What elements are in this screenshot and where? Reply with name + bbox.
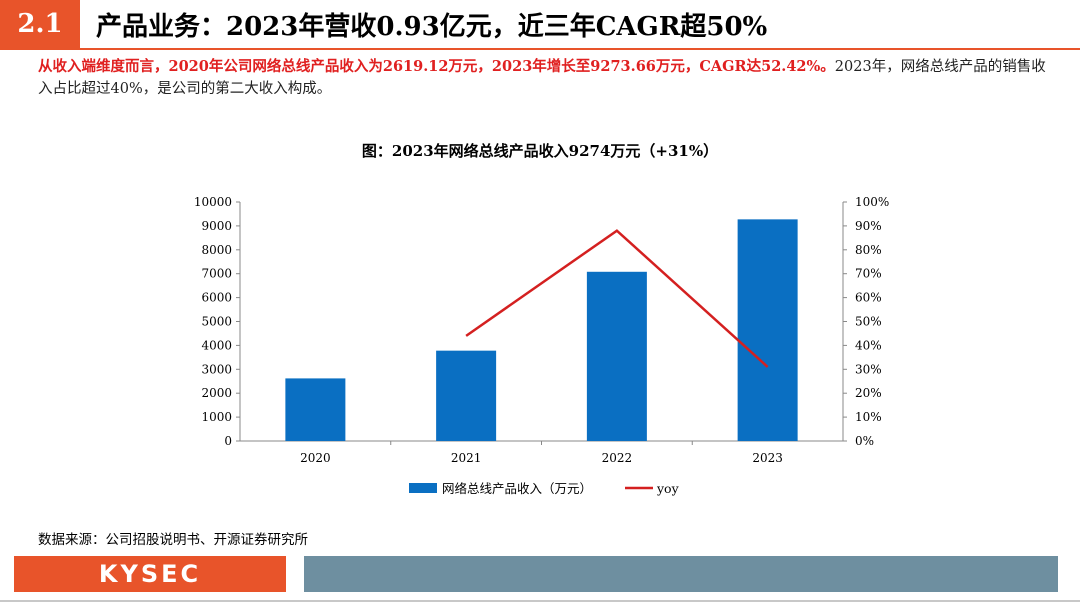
y-left-tick-label: 0 xyxy=(224,434,232,448)
kysec-logo: KYSEC xyxy=(14,556,286,592)
y-right-tick-label: 50% xyxy=(855,315,882,329)
summary-rest: 2023年，网络总线产品的销售收入占比超过40%，是公司的第二大收入构成。 xyxy=(38,59,1046,97)
y-left-tick-label: 2000 xyxy=(201,386,232,400)
section-number: 2.1 xyxy=(0,0,80,48)
y-right-tick-label: 60% xyxy=(855,291,882,305)
y-left-tick-label: 1000 xyxy=(201,410,232,424)
y-left-tick-label: 7000 xyxy=(201,267,232,281)
bar xyxy=(285,378,346,441)
y-left-tick-label: 5000 xyxy=(201,315,232,329)
y-right-tick-label: 40% xyxy=(855,338,882,352)
header-divider xyxy=(0,48,1080,50)
logo-text: KYSEC xyxy=(98,560,202,588)
y-right-tick-label: 90% xyxy=(855,219,882,233)
legend-line-label: yoy xyxy=(656,481,680,496)
x-tick-label: 2020 xyxy=(300,451,331,465)
bar xyxy=(436,350,497,441)
yoy-line xyxy=(465,229,769,368)
y-left-tick-label: 9000 xyxy=(201,219,232,233)
y-left-tick-label: 3000 xyxy=(201,362,232,376)
summary-text: 从收入端维度而言，2020年公司网络总线产品收入为2619.12万元，2023年… xyxy=(38,56,1048,100)
chart-title: 图：2023年网络总线产品收入9274万元（+31%） xyxy=(361,142,719,160)
y-right-tick-label: 30% xyxy=(855,362,882,376)
legend-bar-swatch xyxy=(409,483,437,493)
source-note: 数据来源：公司招股说明书、开源证券研究所 xyxy=(38,532,308,548)
footer-bar xyxy=(304,556,1058,592)
page-title: 产品业务：2023年营收0.93亿元，近三年CAGR超50% xyxy=(96,11,768,42)
y-left-tick-label: 6000 xyxy=(201,291,232,305)
bar xyxy=(737,219,798,441)
y-left-tick-label: 4000 xyxy=(201,338,232,352)
x-tick-label: 2023 xyxy=(752,451,783,465)
x-tick-label: 2022 xyxy=(602,451,633,465)
y-right-tick-label: 70% xyxy=(855,267,882,281)
y-right-tick-label: 80% xyxy=(855,243,882,257)
y-left-tick-label: 10000 xyxy=(194,195,232,209)
bar xyxy=(586,271,647,441)
y-right-tick-label: 20% xyxy=(855,386,882,400)
y-right-tick-label: 0% xyxy=(855,434,874,448)
y-right-tick-label: 100% xyxy=(855,195,889,209)
y-left-tick-label: 8000 xyxy=(201,243,232,257)
y-right-tick-label: 10% xyxy=(855,410,882,424)
summary-highlight: 从收入端维度而言，2020年公司网络总线产品收入为2619.12万元，2023年… xyxy=(38,58,835,75)
legend-bar-label: 网络总线产品收入（万元） xyxy=(442,481,592,496)
footer-divider xyxy=(0,600,1080,602)
x-tick-label: 2021 xyxy=(451,451,482,465)
